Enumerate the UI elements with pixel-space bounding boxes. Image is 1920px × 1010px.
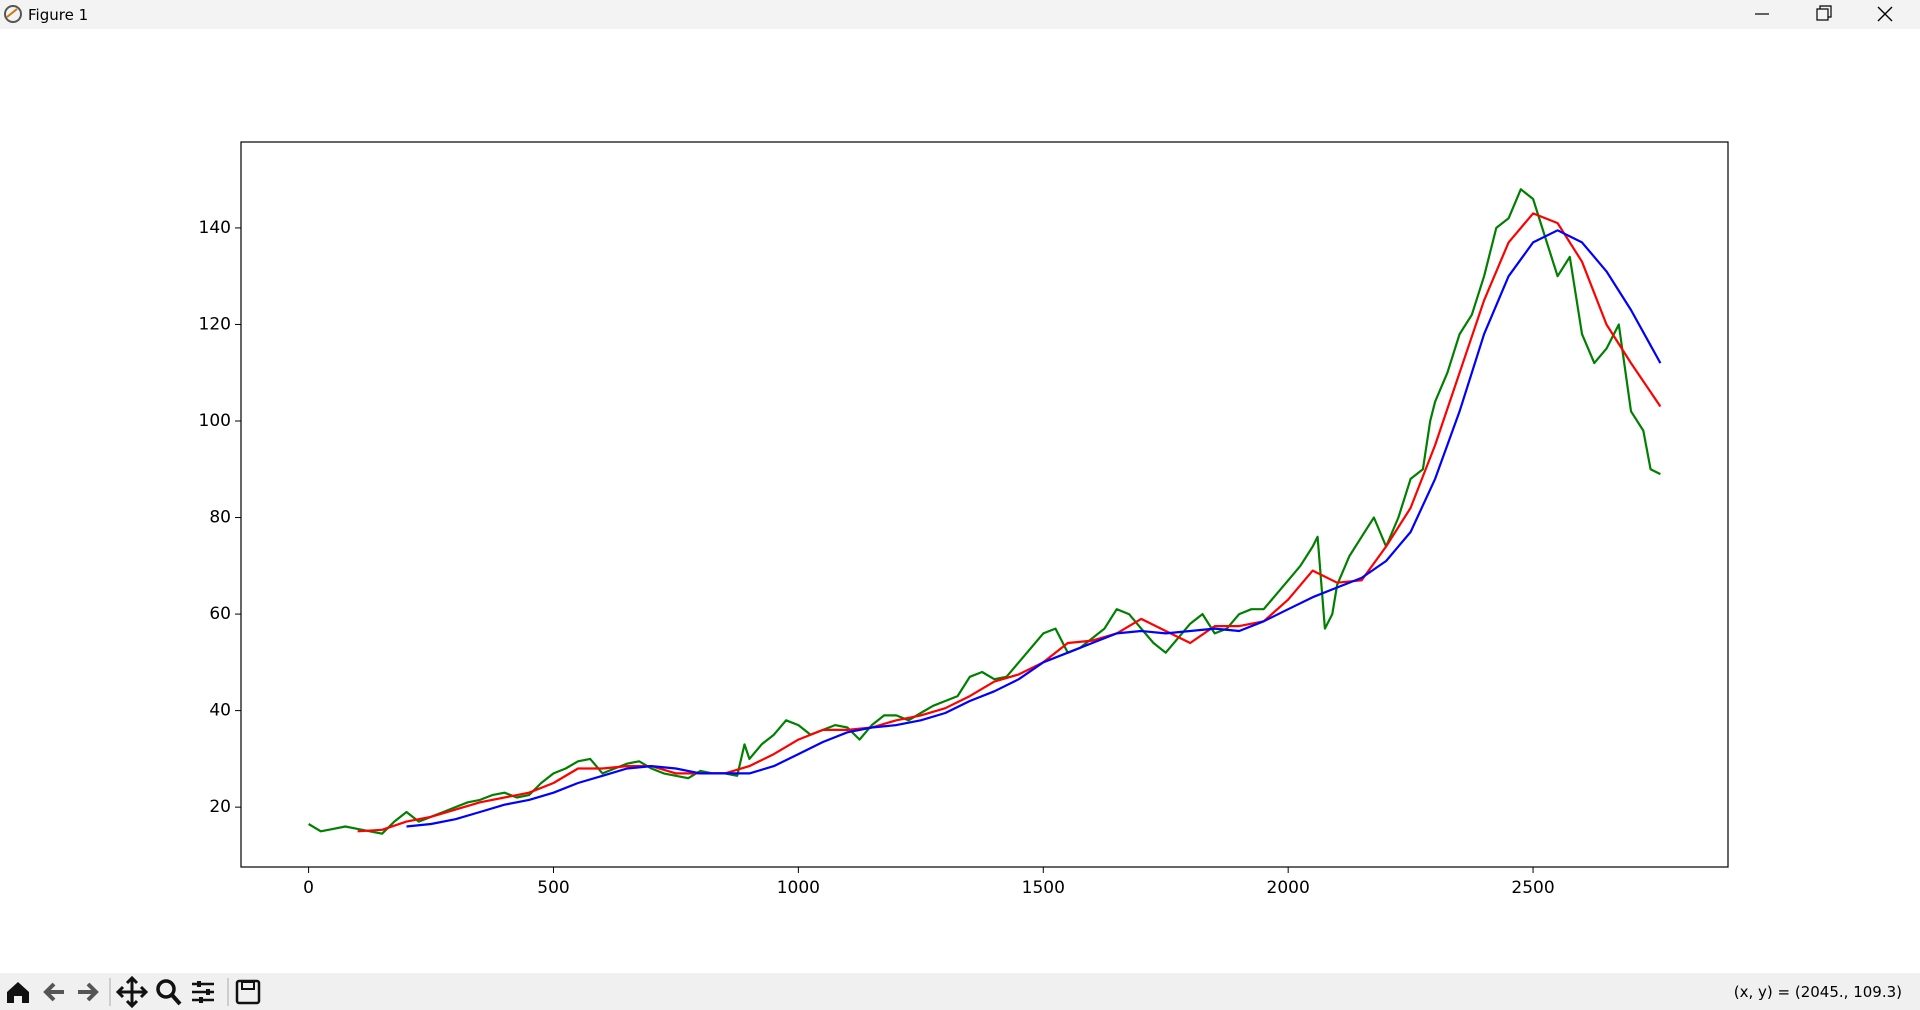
toolbar-icons[interactable] xyxy=(0,973,270,1010)
x-tick-label: 0 xyxy=(303,878,314,898)
x-tick-label: 500 xyxy=(537,878,569,898)
status-text: (x, y) = (2045., 109.3) xyxy=(1733,983,1902,1001)
x-tick-label: 2000 xyxy=(1267,878,1310,898)
y-tick-label: 80 xyxy=(209,508,231,528)
window-controls[interactable] xyxy=(1740,0,1920,29)
chart: 0 500 1000 1500 2000 2500 20 40 60 80 100 120 140 xyxy=(199,141,1729,898)
series-line xyxy=(406,229,1662,828)
x-tick-label: 2500 xyxy=(1511,878,1554,898)
y-tick-label: 40 xyxy=(209,701,231,721)
x-tick-label: 1500 xyxy=(1022,878,1065,898)
plot-frame xyxy=(240,141,1729,868)
y-tick-label: 120 xyxy=(199,314,231,334)
y-tick-label: 100 xyxy=(199,411,231,431)
toolbar: (x, y) = (2045., 109.3) xyxy=(0,973,1920,1010)
y-tick-label: 140 xyxy=(199,218,231,238)
x-tick-label: 1000 xyxy=(777,878,820,898)
series-line xyxy=(308,188,1661,835)
series-line xyxy=(357,212,1662,833)
y-tick-label: 20 xyxy=(209,797,231,817)
title-bar: Figure 1 xyxy=(0,0,1920,29)
window-title: Figure 1 xyxy=(28,6,89,24)
app-icon xyxy=(4,5,22,23)
y-tick-label: 60 xyxy=(209,604,231,624)
